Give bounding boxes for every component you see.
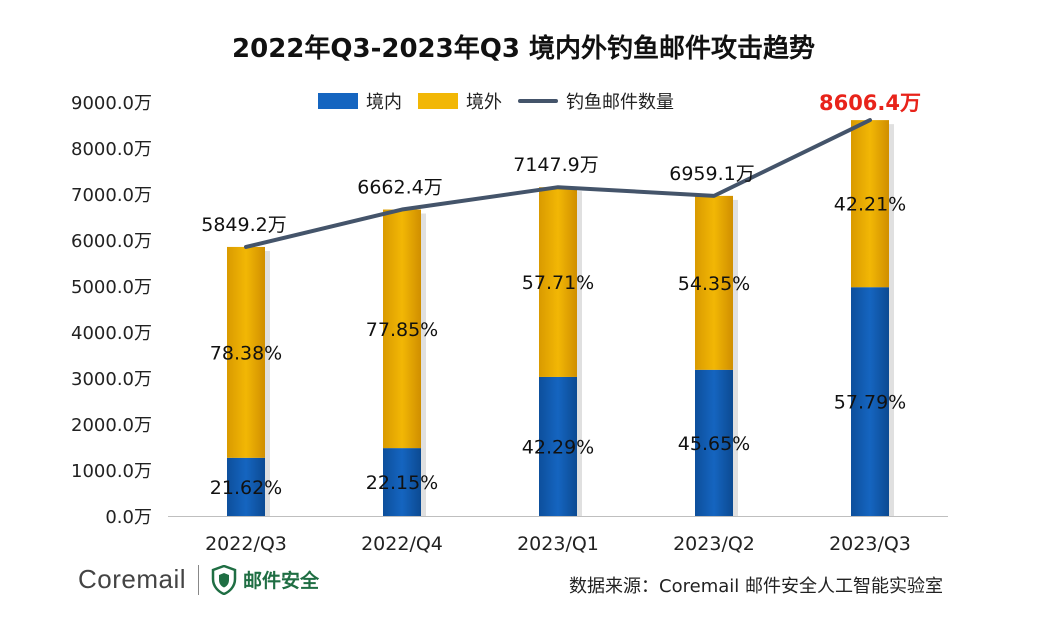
data-label-domestic: 45.65% xyxy=(678,433,750,455)
y-tick-label: 9000.0万 xyxy=(71,93,152,114)
legend-label-foreign: 境外 xyxy=(466,92,502,113)
y-tick-label: 7000.0万 xyxy=(71,185,152,206)
data-label-total: 5849.2万 xyxy=(201,214,286,236)
y-tick-label: 8000.0万 xyxy=(71,139,152,160)
data-label-domestic: 21.62% xyxy=(210,477,282,499)
y-tick-label: 0.0万 xyxy=(105,507,152,528)
y-tick-label: 6000.0万 xyxy=(71,231,152,252)
legend-swatch-total xyxy=(518,99,558,103)
data-label-total: 6959.1万 xyxy=(669,163,754,185)
chart-legend: 境内 境外 钓鱼邮件数量 xyxy=(318,88,690,114)
legend-item-total: 钓鱼邮件数量 xyxy=(518,88,674,114)
y-tick-label: 3000.0万 xyxy=(71,369,152,390)
coremail-logo: Coremail xyxy=(78,564,187,594)
bar-domestic xyxy=(383,448,421,516)
bar-foreign xyxy=(695,195,733,370)
bar-foreign xyxy=(851,120,889,288)
legend-swatch-foreign xyxy=(418,93,458,109)
footer-branding: Coremail 邮件安全 xyxy=(78,564,319,595)
brand-divider xyxy=(198,564,200,595)
bar-domestic xyxy=(695,369,733,516)
data-label-foreign: 78.38% xyxy=(210,342,282,364)
bar-foreign xyxy=(383,209,421,449)
bar-domestic xyxy=(227,457,265,516)
data-label-foreign: 77.85% xyxy=(366,319,438,341)
legend-item-foreign: 境外 xyxy=(418,88,502,114)
data-label-domestic: 22.15% xyxy=(366,472,438,494)
bar-foreign xyxy=(539,187,577,377)
legend-item-domestic: 境内 xyxy=(318,88,402,114)
chart-title: 2022年Q3-2023年Q3 境内外钓鱼邮件攻击趋势 xyxy=(232,34,815,64)
data-label-total: 7147.9万 xyxy=(513,154,598,176)
data-label-total: 8606.4万 xyxy=(819,91,921,115)
x-tick-label: 2022/Q4 xyxy=(361,533,443,555)
data-label-domestic: 57.79% xyxy=(834,392,906,414)
mail-security-label: 邮件安全 xyxy=(243,570,320,592)
x-tick-label: 2022/Q3 xyxy=(205,533,287,555)
y-tick-label: 5000.0万 xyxy=(71,277,152,298)
data-label-domestic: 42.29% xyxy=(522,436,594,458)
y-tick-label: 2000.0万 xyxy=(71,415,152,436)
x-tick-label: 2023/Q1 xyxy=(517,533,599,555)
data-source-note: 数据来源：Coremail 邮件安全人工智能实验室 xyxy=(569,576,943,597)
y-tick-label: 4000.0万 xyxy=(71,323,152,344)
bar-domestic xyxy=(851,287,889,516)
legend-label-domestic: 境内 xyxy=(366,92,402,113)
data-label-foreign: 57.71% xyxy=(522,272,594,294)
data-label-foreign: 54.35% xyxy=(678,273,750,295)
x-tick-label: 2023/Q2 xyxy=(673,533,755,555)
legend-label-total: 钓鱼邮件数量 xyxy=(566,92,674,113)
data-label-foreign: 42.21% xyxy=(834,194,906,216)
shield-icon xyxy=(211,564,237,595)
bar-domestic xyxy=(539,376,577,516)
legend-swatch-domestic xyxy=(318,93,358,109)
series-line-total xyxy=(244,118,872,249)
bar-foreign xyxy=(227,246,265,458)
data-label-total: 6662.4万 xyxy=(357,177,442,199)
x-tick-label: 2023/Q3 xyxy=(829,533,911,555)
y-tick-label: 1000.0万 xyxy=(71,461,152,482)
